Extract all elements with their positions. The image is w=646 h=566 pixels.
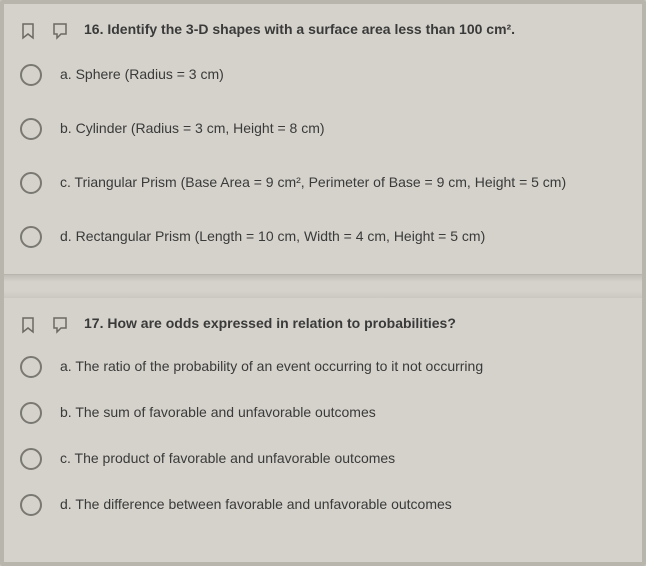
icon-row (20, 22, 68, 40)
option-c[interactable]: c. The product of favorable and unfavora… (20, 440, 626, 478)
option-label: a. The ratio of the probability of an ev… (60, 357, 483, 377)
option-a[interactable]: a. The ratio of the probability of an ev… (20, 348, 626, 386)
question-number: 17 (84, 315, 100, 331)
icon-row (20, 316, 68, 334)
option-label: a. Sphere (Radius = 3 cm) (60, 65, 224, 85)
radio-icon[interactable] (20, 118, 42, 140)
option-label: d. The difference between favorable and … (60, 495, 452, 515)
question-prompt: 16. Identify the 3-D shapes with a surfa… (84, 20, 515, 40)
question-body: Identify the 3-D shapes with a surface a… (107, 21, 515, 37)
option-label: b. Cylinder (Radius = 3 cm, Height = 8 c… (60, 119, 325, 139)
radio-icon[interactable] (20, 356, 42, 378)
radio-icon[interactable] (20, 402, 42, 424)
option-label: b. The sum of favorable and unfavorable … (60, 403, 376, 423)
question-prompt: 17. How are odds expressed in relation t… (84, 314, 456, 334)
question-block-17: 17. How are odds expressed in relation t… (4, 298, 642, 536)
radio-icon[interactable] (20, 494, 42, 516)
radio-icon[interactable] (20, 226, 42, 248)
question-divider (4, 274, 642, 298)
radio-icon[interactable] (20, 172, 42, 194)
bookmark-icon[interactable] (20, 22, 36, 40)
question-header: 16. Identify the 3-D shapes with a surfa… (20, 12, 626, 54)
comment-icon[interactable] (52, 22, 68, 40)
comment-icon[interactable] (52, 316, 68, 334)
option-d[interactable]: d. Rectangular Prism (Length = 10 cm, Wi… (20, 216, 626, 258)
option-b[interactable]: b. The sum of favorable and unfavorable … (20, 394, 626, 432)
option-a[interactable]: a. Sphere (Radius = 3 cm) (20, 54, 626, 96)
option-label: d. Rectangular Prism (Length = 10 cm, Wi… (60, 227, 485, 247)
option-label: c. Triangular Prism (Base Area = 9 cm², … (60, 173, 566, 193)
radio-icon[interactable] (20, 64, 42, 86)
question-block-16: 16. Identify the 3-D shapes with a surfa… (4, 4, 642, 274)
bookmark-icon[interactable] (20, 316, 36, 334)
question-body: How are odds expressed in relation to pr… (107, 315, 456, 331)
option-label: c. The product of favorable and unfavora… (60, 449, 395, 469)
radio-icon[interactable] (20, 448, 42, 470)
question-header: 17. How are odds expressed in relation t… (20, 306, 626, 348)
option-b[interactable]: b. Cylinder (Radius = 3 cm, Height = 8 c… (20, 108, 626, 150)
option-c[interactable]: c. Triangular Prism (Base Area = 9 cm², … (20, 162, 626, 204)
quiz-page: 16. Identify the 3-D shapes with a surfa… (0, 0, 646, 566)
option-d[interactable]: d. The difference between favorable and … (20, 486, 626, 524)
question-number: 16 (84, 21, 100, 37)
